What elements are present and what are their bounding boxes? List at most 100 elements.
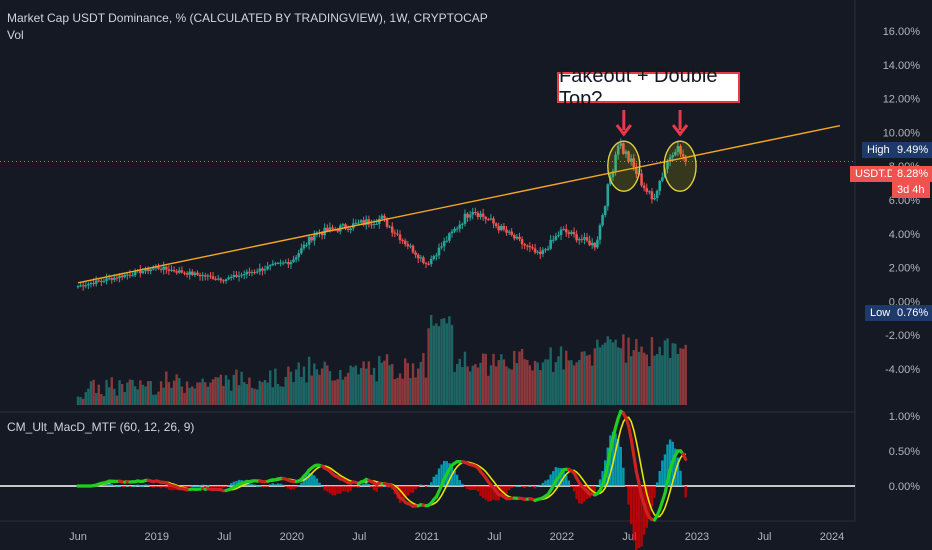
candle-body (479, 213, 482, 217)
macd-histogram-bar (370, 486, 373, 488)
macd-histogram-bar (113, 485, 116, 487)
volume-bar (668, 357, 672, 405)
macd-line-segment (663, 479, 670, 496)
candle-body (606, 184, 610, 207)
macd-histogram-bar (385, 486, 389, 488)
volume-bar (518, 351, 521, 405)
candle-body (614, 154, 617, 172)
macd-histogram-bar (437, 468, 441, 486)
candle-body (466, 213, 469, 218)
macd-histogram-bar (198, 485, 202, 487)
candle-body (435, 255, 438, 257)
volume-bar (629, 356, 633, 405)
volume-bar (476, 367, 480, 405)
candle-body (177, 270, 181, 273)
macd-histogram-bar (505, 486, 508, 494)
macd-histogram-bar (546, 479, 550, 486)
volume-bar (463, 351, 467, 405)
candle-body (297, 253, 301, 258)
volume-bar (546, 359, 550, 405)
macd-histogram-bar (417, 486, 420, 488)
volume-bar (359, 368, 363, 405)
volume-bar (500, 354, 503, 405)
volume-bar (474, 364, 477, 405)
volume-bar (513, 350, 516, 405)
candle-body (531, 247, 534, 249)
volume-bar (346, 372, 350, 405)
candle-body (671, 155, 675, 158)
macd-histogram-bar (622, 467, 625, 486)
macd-histogram-bar (674, 448, 677, 486)
macd-histogram-bar (510, 486, 513, 489)
macd-histogram-bar (167, 486, 171, 490)
macd-histogram-bar (609, 435, 612, 486)
candle-body (666, 161, 669, 170)
macd-histogram-bar (307, 472, 311, 486)
volume-bar (497, 360, 500, 405)
volume-bar (484, 353, 487, 405)
macd-histogram-bar (154, 486, 158, 487)
macd-histogram-bar (440, 464, 443, 486)
macd-histogram-bar (404, 486, 407, 499)
candle-body (676, 146, 680, 152)
volume-bar (370, 374, 373, 405)
volume-bar (279, 386, 282, 405)
macd-histogram-bar (611, 431, 615, 486)
candle-body (292, 259, 295, 263)
candle-body (564, 229, 568, 233)
candle-body (76, 286, 80, 288)
candle-body (263, 269, 267, 271)
candle-body (577, 239, 581, 241)
volume-bar (684, 344, 687, 405)
macd-histogram-bar (131, 485, 134, 487)
volume-bar (126, 382, 129, 405)
candle-body (476, 212, 480, 217)
volume-bar (642, 352, 646, 405)
volume-bar (318, 374, 321, 405)
candle-body (281, 262, 285, 264)
candle-body (406, 244, 410, 247)
macd-histogram-bar (468, 486, 472, 491)
volume-bar (645, 354, 648, 405)
high-label: High (862, 142, 895, 158)
volume-bar (302, 366, 306, 405)
macd-histogram-bar (567, 480, 571, 486)
x-tick-label: Jul (487, 531, 501, 543)
candle-body (172, 269, 176, 272)
volume-bar (365, 368, 368, 405)
candle-body (401, 240, 404, 242)
y-tick-label: 14.00% (883, 60, 921, 72)
candle-body (118, 275, 121, 279)
candle-body (658, 180, 662, 191)
volume-bar (559, 346, 563, 405)
volume-bar (557, 356, 560, 405)
macd-histogram-bar (520, 486, 524, 487)
volume-bar (622, 334, 625, 405)
macd-histogram-bar (549, 474, 552, 486)
volume-bar (406, 363, 410, 405)
candle-body (159, 268, 163, 270)
candle-body (211, 276, 215, 279)
candle-body (427, 263, 430, 265)
macd-histogram-bar (315, 478, 319, 486)
macd-histogram-bar (642, 486, 646, 535)
candle-body (502, 225, 506, 230)
macd-histogram-bar (120, 486, 124, 488)
macd-histogram-bar (513, 486, 516, 487)
indicator-label[interactable]: CM_Ult_MacD_MTF (60, 12, 26, 9) (7, 420, 195, 434)
volume-bar (445, 323, 448, 405)
x-tick-label: Jul (757, 531, 771, 543)
candle-body (97, 280, 101, 282)
macd-histogram-bar (663, 454, 667, 486)
candle-body (357, 222, 360, 224)
candle-body (115, 277, 119, 279)
macd-histogram-bar (627, 486, 630, 505)
candle-body (258, 268, 262, 272)
candle-body (518, 236, 521, 240)
candle-body (463, 213, 467, 224)
candle-body (307, 236, 311, 245)
volume-bar (178, 377, 181, 405)
volume-bar (250, 387, 254, 405)
